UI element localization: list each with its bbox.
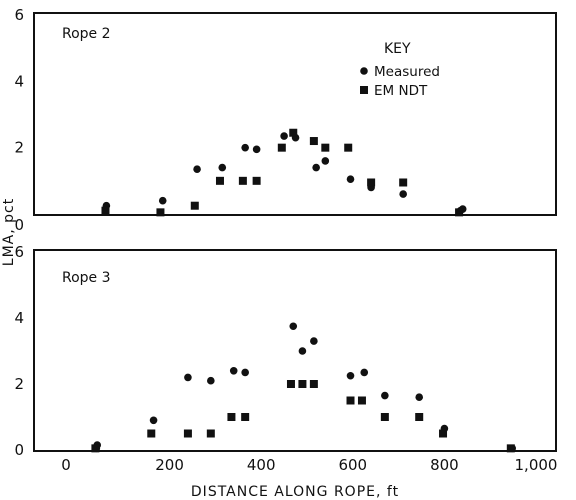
em-ndt-point	[190, 201, 199, 210]
y-tick-label: 0	[14, 441, 24, 459]
rope-2-panel: Rope 2 2 4 6	[14, 6, 557, 217]
em-ndt-point	[289, 128, 298, 137]
legend-title: KEY	[384, 41, 411, 57]
em-ndt-point	[380, 413, 389, 421]
y-tick-label: 0	[14, 216, 24, 234]
rope-3-panel: Rope 3 0 2 4 6	[14, 243, 557, 459]
em-ndt-point	[147, 429, 156, 438]
em-ndt-point	[298, 380, 307, 388]
measured-point	[321, 157, 330, 165]
measured-point	[310, 337, 318, 345]
em-ndt-point	[206, 429, 215, 438]
measured-point	[158, 196, 167, 205]
em-ndt-point	[91, 444, 100, 453]
measured-point	[184, 373, 192, 382]
y-axis-title: LMA, pct	[1, 198, 17, 266]
em-ndt-point	[277, 143, 286, 152]
y-tick-label: 2	[14, 375, 24, 393]
y-tick-label: 6	[14, 6, 24, 24]
panel-frame	[33, 12, 557, 216]
y-axis-ticks: 0 2 4 6	[14, 243, 24, 459]
measured-point	[241, 368, 249, 377]
em-ndt-point	[238, 176, 247, 185]
measured-point	[312, 163, 320, 172]
y-tick-label: 4	[14, 72, 24, 90]
em-ndt-point	[286, 380, 295, 388]
measured-point	[252, 145, 261, 154]
measured-point	[360, 368, 369, 377]
em-ndt-point	[227, 413, 236, 421]
em-ndt-point	[215, 176, 224, 185]
legend-marker-measured	[360, 67, 368, 75]
x-tick-label: 200	[155, 456, 184, 474]
x-tick-label: 0	[61, 456, 71, 474]
measured-point	[218, 163, 227, 172]
measured-point	[193, 165, 201, 174]
measured-point	[346, 371, 355, 380]
panel-frame	[33, 249, 557, 452]
em-ndt-point	[309, 137, 318, 146]
em-ndt-point	[506, 444, 515, 453]
y-tick-label: 6	[14, 243, 24, 261]
legend-label-em-ndt: EM NDT	[374, 83, 428, 99]
data-points	[101, 128, 467, 217]
legend-label-measured: Measured	[374, 64, 440, 80]
em-ndt-point	[252, 176, 261, 185]
panel-title: Rope 2	[62, 26, 111, 42]
measured-point	[415, 393, 424, 402]
em-ndt-point	[439, 429, 448, 438]
em-ndt-point	[399, 178, 408, 187]
measured-point	[241, 143, 249, 152]
measured-point	[381, 391, 389, 400]
measured-point	[149, 416, 158, 425]
em-ndt-point	[344, 143, 353, 152]
em-ndt-point	[156, 208, 165, 217]
em-ndt-point	[415, 413, 424, 421]
measured-point	[289, 322, 298, 331]
x-tick-label: 600	[338, 456, 367, 474]
em-ndt-point	[309, 380, 318, 388]
x-axis-ticks: 0 200 400 600 800 1,000	[61, 456, 557, 474]
em-ndt-point	[101, 206, 110, 215]
measured-point	[298, 347, 307, 355]
em-ndt-point	[183, 429, 192, 438]
panel-title: Rope 3	[62, 270, 111, 286]
em-ndt-point	[321, 143, 330, 152]
x-tick-label: 800	[430, 456, 459, 474]
legend-marker-em-ndt	[360, 86, 368, 94]
measured-point	[399, 190, 407, 198]
em-ndt-point	[346, 396, 355, 405]
measured-point	[207, 376, 215, 385]
y-tick-label: 2	[14, 139, 24, 157]
em-ndt-point	[367, 178, 376, 187]
y-tick-label: 4	[14, 309, 24, 327]
measured-point	[346, 175, 355, 183]
x-tick-label: 400	[247, 456, 276, 474]
measured-point	[280, 132, 288, 140]
measured-point	[229, 367, 238, 375]
legend: KEY Measured EM NDT	[360, 41, 440, 99]
em-ndt-point	[455, 208, 464, 217]
data-points	[91, 322, 516, 453]
em-ndt-point	[241, 413, 250, 421]
y-axis-ticks: 2 4 6	[14, 6, 24, 157]
x-axis-title: DISTANCE ALONG ROPE, ft	[191, 484, 399, 500]
x-tick-label: 1,000	[515, 456, 558, 474]
em-ndt-point	[357, 396, 366, 405]
